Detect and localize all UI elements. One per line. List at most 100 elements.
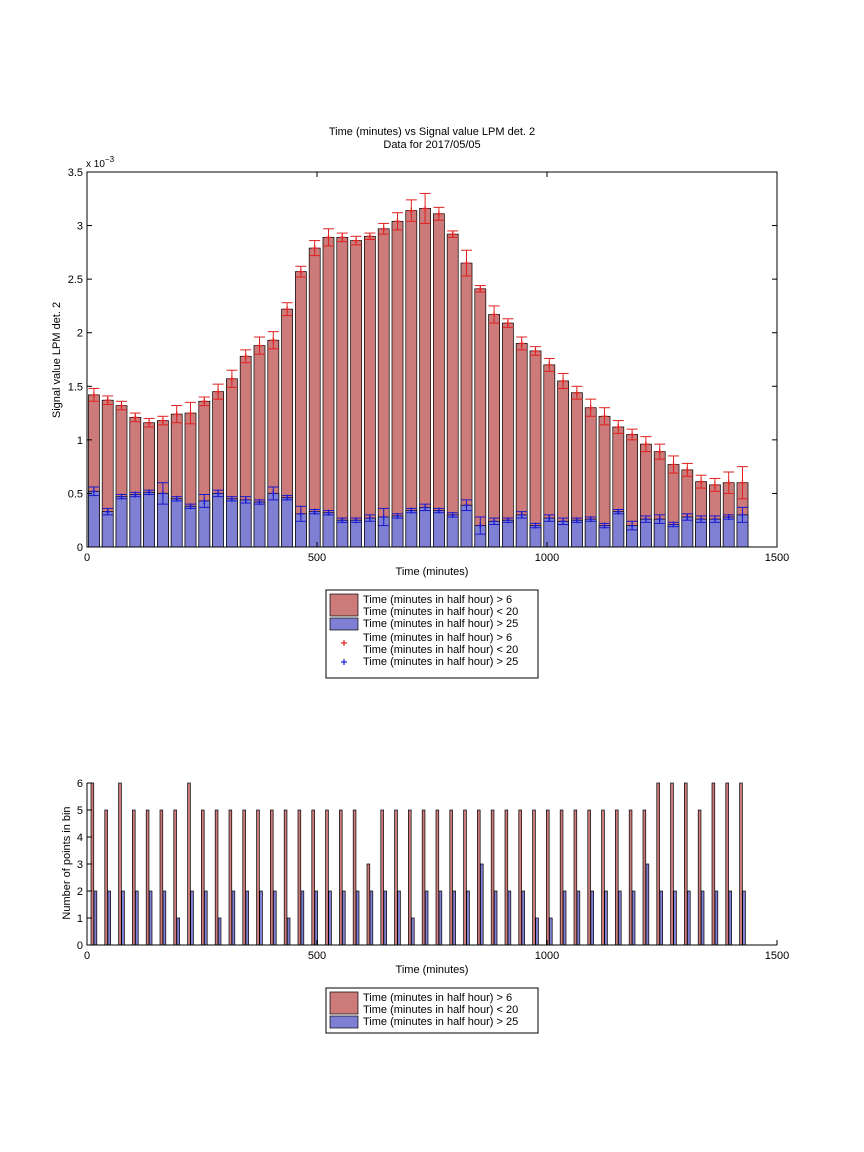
bar-late-20: [364, 517, 376, 548]
bar-late-47: [742, 890, 746, 946]
bar-late-5: [162, 890, 167, 946]
bar-late-0: [88, 490, 100, 548]
errorbar-mid-42: [668, 455, 679, 474]
errorbar-mid-16: [309, 240, 321, 257]
bar-late-10: [226, 498, 238, 548]
errorbar-mid-34: [557, 372, 569, 389]
errorbar-mid-29: [488, 305, 500, 324]
bar-late-40: [645, 863, 650, 946]
errorbar-mid-47: [737, 466, 748, 500]
bar-mid-44: [697, 809, 702, 946]
errorbar-late-27: [461, 499, 472, 512]
y-tick-label-4: 2: [77, 328, 83, 340]
y-tick-label-3: 1.5: [68, 381, 83, 393]
legend-label-0-0: Time (minutes in half hour) > 6: [363, 594, 512, 606]
bar-late-45: [709, 518, 721, 548]
x-tick-label-0: 0: [84, 950, 90, 962]
errorbar-late-1: [102, 507, 114, 516]
errorbar-mid-11: [240, 349, 252, 364]
errorbar-late-26: [447, 511, 459, 518]
errorbar-mid-14: [281, 302, 293, 317]
bar-mid-15: [297, 809, 302, 946]
errorbar-mid-37: [599, 407, 610, 426]
bar-late-34: [562, 890, 567, 946]
bar-late-14: [281, 497, 293, 548]
bar-mid-36: [587, 809, 591, 946]
bar-late-10: [231, 890, 236, 946]
errorbar-mid-23: [405, 199, 417, 222]
bar-late-35: [571, 519, 583, 548]
errorbar-late-43: [681, 513, 693, 521]
bar-mid-46: [725, 782, 729, 946]
errorbar-mid-21: [378, 222, 390, 235]
errorbar-late-31: [516, 511, 528, 519]
errorbar-late-39: [626, 520, 638, 531]
bar-late-41: [659, 890, 663, 946]
y-exponent-power: −3: [105, 155, 115, 164]
y-tick-label-5: 2.5: [68, 274, 83, 286]
bar-mid-6: [173, 809, 177, 946]
bar-mid-28: [477, 809, 481, 946]
bar-mid-30: [502, 322, 514, 548]
errorbar-late-28: [474, 516, 486, 535]
bar-mid-16: [311, 809, 315, 946]
bar-mid-14: [283, 809, 288, 946]
errorbar-mid-7: [185, 401, 196, 425]
bar-late-23: [411, 917, 415, 946]
legend: Time (minutes in half hour) > 6 Time (min…: [325, 589, 539, 679]
x-tick-label-1: 500: [308, 950, 326, 962]
legend-label-1-0: Time (minutes in half hour) > 25: [363, 618, 518, 630]
bar-mid-28: [474, 288, 487, 548]
bar-late-36: [584, 518, 597, 548]
errorbar-mid-30: [502, 318, 514, 328]
bar-mid-17: [322, 237, 335, 548]
bar-mid-19: [350, 240, 362, 548]
errorbar-mid-36: [585, 398, 597, 417]
legend-swatch-0: [329, 991, 359, 1015]
bar-late-44: [700, 890, 705, 946]
errorbar-mid-19: [350, 235, 362, 246]
bar-mid-15: [295, 271, 307, 548]
bar-late-7: [184, 505, 197, 548]
bar-late-14: [286, 917, 291, 946]
y-tick-label-0: 0: [77, 940, 83, 952]
y-tick-label-1: 0.5: [68, 488, 83, 500]
x-axis-label-2: Time (minutes): [396, 964, 469, 976]
bar-mid-9: [214, 809, 219, 946]
bar-mid-24: [419, 208, 431, 548]
bar-late-13: [273, 890, 277, 946]
bar-mid-40: [642, 809, 647, 946]
bar-mid-32: [529, 350, 542, 548]
errorbar-late-18: [336, 517, 348, 524]
bar-late-19: [350, 519, 362, 548]
y-exponent-label: x 10−3: [86, 155, 115, 170]
errorbar-late-20: [364, 514, 376, 522]
bar-late-3: [129, 494, 142, 548]
bar-late-46: [728, 890, 732, 946]
errorbar-late-44: [695, 515, 707, 523]
legend-marker-3: [341, 659, 347, 665]
bar-late-32: [535, 917, 539, 946]
bar-mid-2: [118, 782, 122, 946]
errorbar-late-17: [323, 509, 334, 516]
errorbar-late-25: [433, 507, 445, 514]
bar-mid-20: [366, 863, 371, 946]
bar-mid-21: [377, 228, 390, 548]
bar-mid-27: [463, 809, 467, 946]
legend-frame: [325, 987, 539, 1034]
errorbar-late-36: [585, 516, 597, 523]
plot-frame: [86, 171, 778, 548]
bar-late-29: [488, 520, 500, 548]
errorbar-mid-40: [640, 436, 652, 453]
bar-late-26: [452, 890, 456, 946]
errorbar-late-35: [571, 517, 583, 524]
chart-subtitle: Data for 2017/05/05: [383, 139, 480, 151]
errorbar-mid-0: [88, 387, 100, 402]
bar-mid-22: [394, 809, 398, 946]
bar-mid-4: [145, 809, 150, 946]
legend-label-2-0: Time (minutes in half hour) > 6: [363, 632, 512, 644]
bar-late-46: [722, 516, 735, 548]
bar-late-36: [590, 890, 594, 946]
errorbar-late-23: [405, 507, 417, 514]
